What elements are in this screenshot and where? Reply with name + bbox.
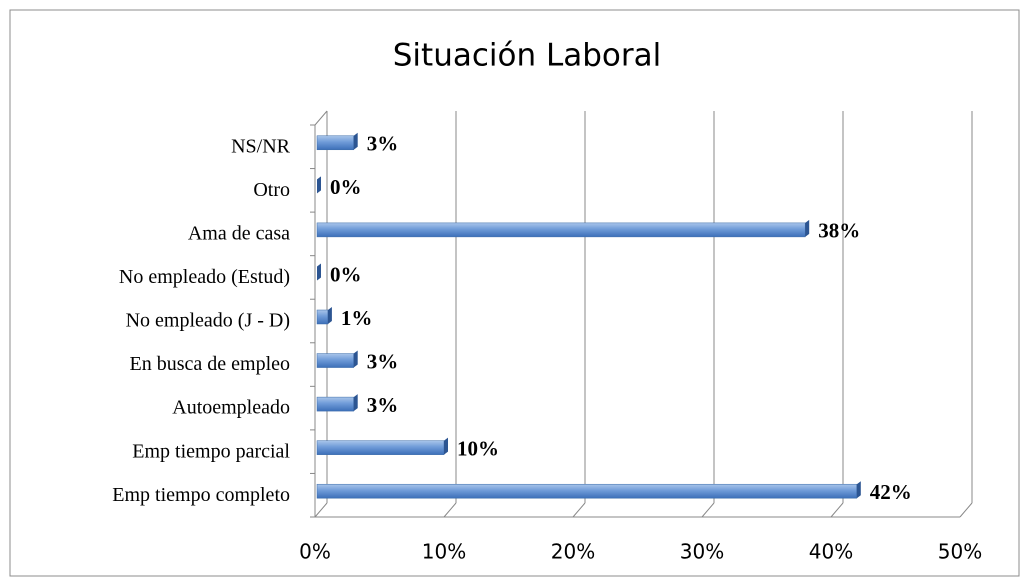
bar-end: [856, 481, 861, 499]
data-label: 3%: [367, 132, 399, 156]
data-label: 42%: [870, 480, 912, 504]
axis-wall: [314, 110, 328, 126]
grid-line: [701, 502, 715, 518]
bar: [316, 483, 858, 499]
data-label: 1%: [341, 306, 373, 330]
grid-line: [314, 502, 328, 518]
bar: [316, 353, 354, 368]
chart-title: Situación Laboral: [393, 38, 661, 74]
data-label: 3%: [367, 349, 399, 373]
x-tick-label: 30%: [680, 540, 724, 564]
x-tick-label: 40%: [809, 540, 853, 564]
data-label: 38%: [818, 219, 860, 243]
data-label: 10%: [457, 436, 499, 460]
y-tick-label: En busca de empleo: [130, 353, 291, 375]
bar: [316, 440, 445, 455]
y-tick-label: Emp tiempo completo: [112, 484, 290, 506]
bar: [316, 396, 354, 412]
bar: [316, 309, 329, 325]
bar-end: [353, 132, 358, 150]
grid-line: [830, 502, 844, 518]
grid-line: [572, 502, 586, 518]
y-tick-label: No empleado (J - D): [126, 310, 290, 332]
x-tick-label: 10%: [422, 540, 466, 564]
bar: [316, 222, 806, 238]
y-tick-label: Emp tiempo parcial: [132, 440, 290, 462]
y-tick-label: Autoempleado: [172, 397, 290, 419]
x-tick-label: 50%: [938, 540, 982, 564]
bar-end: [317, 176, 321, 194]
bar-end: [317, 263, 321, 281]
bar-end: [353, 394, 358, 412]
bar-end: [444, 437, 448, 455]
data-label: 3%: [367, 393, 399, 417]
x-tick-label: 0%: [299, 540, 331, 564]
bar-end: [327, 307, 332, 324]
bar: [316, 135, 354, 151]
bar-end: [805, 219, 810, 237]
grid-line: [959, 502, 973, 518]
y-tick-label: No empleado (Estud): [119, 266, 290, 288]
chart-border: [9, 9, 1020, 577]
grid-line: [443, 502, 457, 518]
data-label: 0%: [330, 175, 362, 199]
data-label: 0%: [330, 262, 362, 286]
y-tick-label: Otro: [253, 179, 290, 201]
x-tick-label: 20%: [551, 540, 595, 564]
bar-end: [353, 350, 358, 368]
y-tick-label: Ama de casa: [188, 222, 290, 244]
y-tick-label: NS/NR: [231, 135, 291, 157]
